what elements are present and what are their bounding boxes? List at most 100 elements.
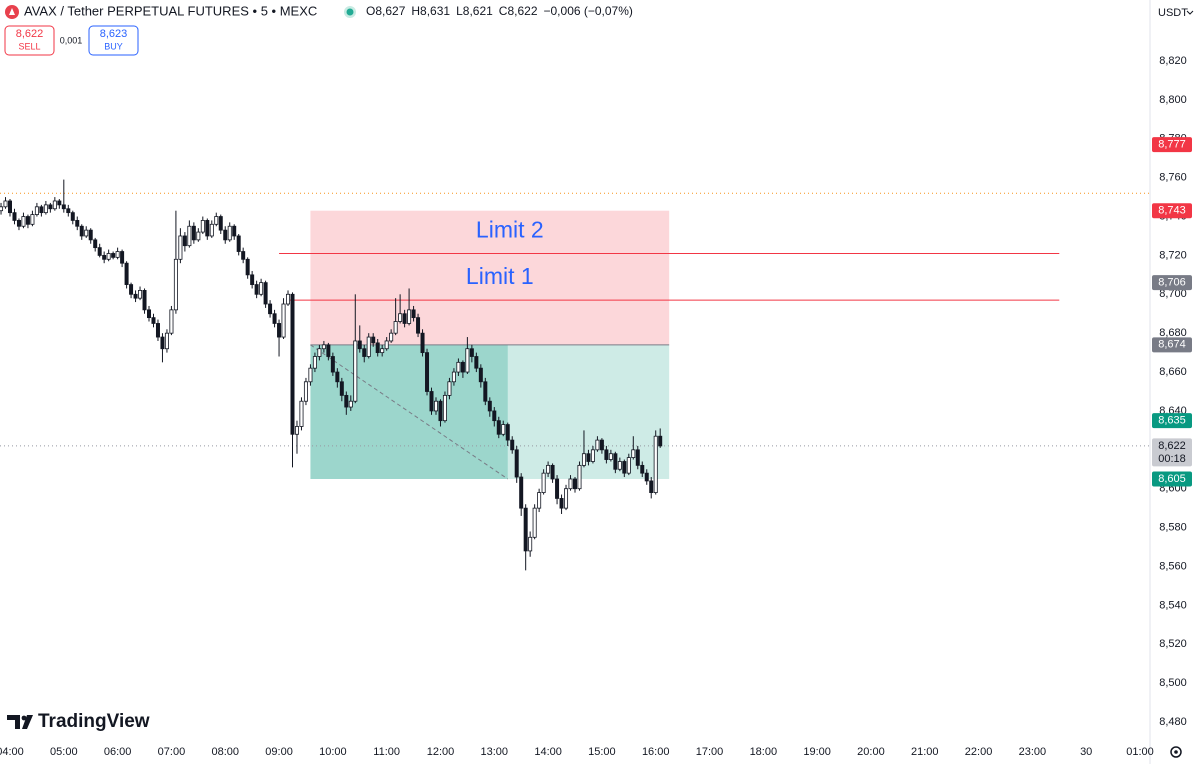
candle-body: [0, 206, 4, 212]
candle-body: [52, 200, 57, 210]
candle-body: [555, 478, 560, 499]
price-label: 8,674: [1158, 339, 1186, 351]
candle-body: [30, 214, 35, 225]
legend-value: 8,622: [507, 4, 537, 18]
candle-body: [294, 426, 299, 435]
x-tick-label: 22:00: [965, 746, 993, 758]
candle-body: [200, 220, 205, 233]
candle-body: [564, 488, 569, 509]
price-label: 8,635: [1158, 415, 1186, 427]
candle-body: [362, 348, 367, 357]
price-label-box: [1152, 203, 1192, 219]
symbol-title[interactable]: AVAX / Tether PERPETUAL FUTURES • 5 • ME…: [24, 3, 317, 18]
candle-body: [532, 507, 537, 538]
spread: 0,001: [60, 35, 83, 45]
buy-button[interactable]: [88, 25, 139, 56]
y-tick-label: 8,800: [1159, 94, 1187, 106]
x-tick-label: 04:00: [0, 746, 24, 758]
x-tick-label: 23:00: [1019, 746, 1047, 758]
candle-body: [303, 381, 308, 402]
candle-body: [155, 323, 160, 338]
candle-body: [465, 348, 470, 373]
candle-body: [299, 400, 304, 427]
candle-body: [577, 464, 582, 490]
price-label-box: [1152, 438, 1192, 467]
candle-body: [75, 220, 80, 227]
candle-body: [124, 262, 129, 285]
candle-body: [191, 225, 196, 241]
candle-body: [61, 204, 66, 210]
candle-body: [371, 336, 376, 344]
settings-icon[interactable]: [1170, 746, 1182, 758]
candle-body: [590, 449, 595, 462]
candle-body: [173, 258, 178, 311]
y-tick-label: 8,720: [1159, 249, 1187, 261]
candle-body: [380, 348, 385, 354]
candle-body: [263, 282, 268, 305]
candle-body: [541, 472, 546, 493]
legend-value: 8,627: [375, 4, 405, 18]
candle-body: [160, 336, 165, 350]
legend-key: C: [499, 4, 508, 18]
currency-button[interactable]: [1153, 3, 1195, 23]
candle-body: [357, 340, 362, 350]
symbol-logo-mark: [9, 8, 15, 15]
candle-body: [57, 200, 62, 206]
candle-body: [348, 400, 353, 408]
candle-body: [317, 348, 322, 357]
price-label: 8,706: [1158, 277, 1186, 289]
candle-body: [187, 225, 192, 247]
candle-body: [43, 204, 48, 214]
x-tick-label: 20:00: [857, 746, 885, 758]
candle-body: [39, 206, 44, 214]
x-tick-label: 05:00: [50, 746, 78, 758]
candle-body: [312, 356, 317, 369]
candle-body: [523, 507, 528, 552]
settings-icon-center: [1174, 750, 1178, 754]
sell-label: SELL: [18, 41, 40, 51]
candle-body: [290, 293, 295, 435]
candles: [0, 179, 663, 571]
candle-body: [164, 332, 169, 350]
x-tick-label: 11:00: [373, 746, 400, 758]
candle-body: [483, 381, 488, 402]
candle-body: [321, 344, 326, 350]
currency[interactable]: USDT: [1158, 7, 1188, 19]
price-label-box: [1152, 471, 1192, 487]
candle-body: [169, 309, 174, 334]
candle-body: [277, 323, 282, 338]
candle-body: [451, 371, 456, 383]
brand-logo-dot: [21, 715, 27, 721]
sell-button[interactable]: [4, 25, 55, 56]
price-label: 8,622: [1158, 440, 1186, 452]
x-tick-label: 16:00: [642, 746, 670, 758]
candle-body: [514, 449, 519, 478]
y-tick-label: 8,580: [1159, 521, 1187, 533]
candle-body: [528, 536, 533, 552]
buy-price: 8,623: [100, 28, 128, 40]
candle-body: [21, 216, 26, 227]
candle-body: [79, 225, 84, 237]
candle-body: [478, 367, 483, 383]
candle-body: [649, 480, 654, 493]
candle-body: [268, 303, 273, 315]
limit-label: Limit 1: [466, 263, 534, 289]
price-countdown: 00:18: [1158, 453, 1186, 465]
x-tick-label: 15:00: [588, 746, 616, 758]
legend-value: 8,621: [463, 4, 493, 18]
candle-body: [223, 229, 228, 241]
candle-body: [384, 340, 389, 350]
candle-body: [308, 367, 313, 383]
x-tick-label: 18:00: [750, 746, 778, 758]
legend-key: L: [456, 4, 463, 18]
candle-body: [653, 435, 658, 493]
candle-body: [537, 492, 542, 509]
candle-body: [429, 391, 434, 412]
candle-body: [353, 340, 358, 402]
candle-body: [102, 255, 107, 260]
candle-body: [232, 225, 237, 237]
candle-body: [3, 200, 8, 208]
candle-body: [106, 253, 111, 260]
y-tick-label: 8,560: [1159, 560, 1187, 572]
